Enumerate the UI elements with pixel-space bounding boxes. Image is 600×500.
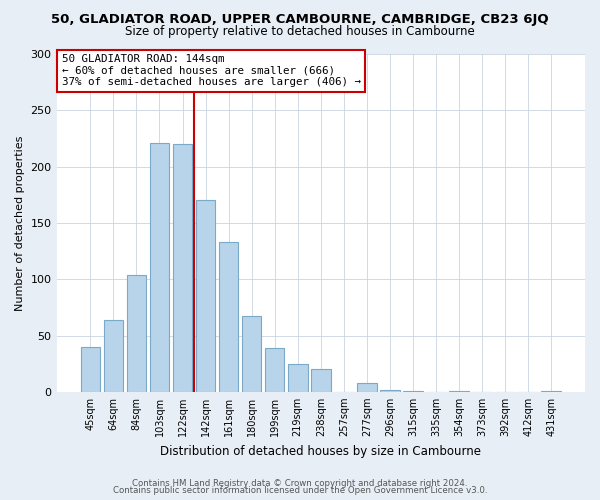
Bar	[149, 143, 169, 392]
Text: 50, GLADIATOR ROAD, UPPER CAMBOURNE, CAMBRIDGE, CB23 6JQ: 50, GLADIATOR ROAD, UPPER CAMBOURNE, CAM…	[51, 12, 549, 26]
Bar	[357, 383, 377, 392]
Bar	[80, 347, 100, 392]
Bar	[196, 200, 215, 392]
Bar	[219, 242, 238, 392]
Bar	[311, 370, 331, 392]
Bar	[127, 274, 146, 392]
Text: Size of property relative to detached houses in Cambourne: Size of property relative to detached ho…	[125, 25, 475, 38]
Bar	[449, 390, 469, 392]
Bar	[288, 364, 308, 392]
Bar	[104, 320, 123, 392]
Bar	[380, 390, 400, 392]
Bar	[242, 316, 262, 392]
X-axis label: Distribution of detached houses by size in Cambourne: Distribution of detached houses by size …	[160, 444, 481, 458]
Bar	[173, 144, 193, 392]
Text: Contains public sector information licensed under the Open Government Licence v3: Contains public sector information licen…	[113, 486, 487, 495]
Bar	[403, 390, 423, 392]
Bar	[541, 390, 561, 392]
Text: Contains HM Land Registry data © Crown copyright and database right 2024.: Contains HM Land Registry data © Crown c…	[132, 478, 468, 488]
Bar	[265, 348, 284, 392]
Y-axis label: Number of detached properties: Number of detached properties	[15, 135, 25, 310]
Text: 50 GLADIATOR ROAD: 144sqm
← 60% of detached houses are smaller (666)
37% of semi: 50 GLADIATOR ROAD: 144sqm ← 60% of detac…	[62, 54, 361, 87]
